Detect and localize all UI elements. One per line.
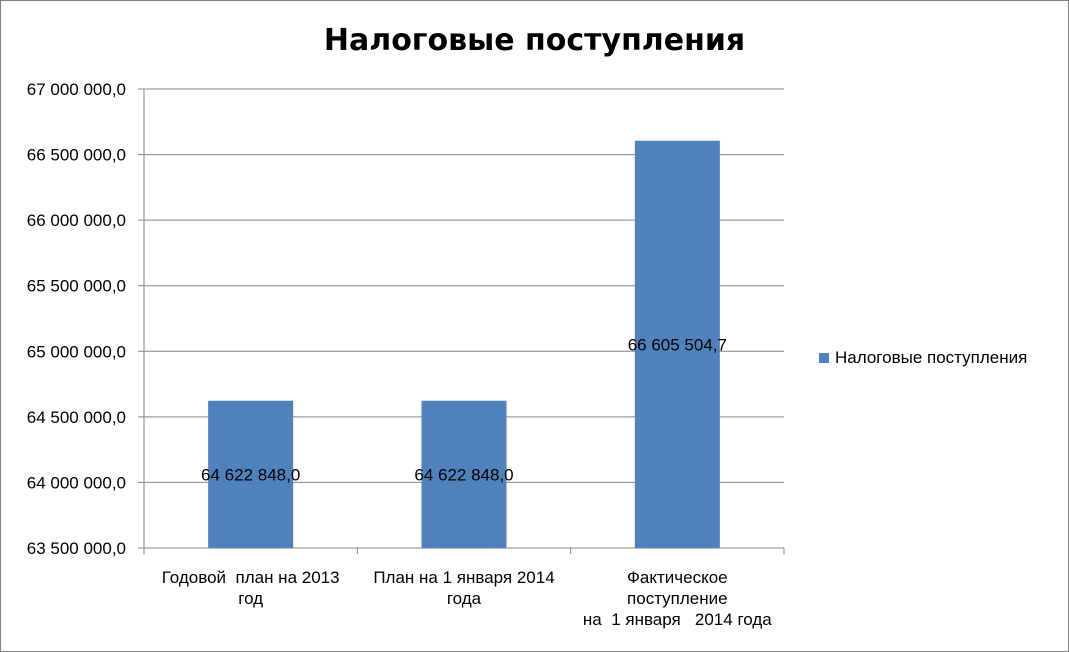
y-tick-label: 65 500 000,0 bbox=[27, 277, 126, 296]
y-tick-label: 66 000 000,0 bbox=[27, 211, 126, 230]
y-tick-label: 67 000 000,0 bbox=[27, 80, 126, 99]
bar bbox=[634, 140, 720, 549]
x-tick-label: План на 1 января 2014 bbox=[373, 568, 554, 587]
data-label: 66 605 504,7 bbox=[628, 335, 727, 354]
data-label: 64 622 848,0 bbox=[201, 465, 300, 484]
data-label: 64 622 848,0 bbox=[414, 465, 513, 484]
legend-label: Налоговые поступления bbox=[835, 348, 1028, 367]
y-tick-label: 64 000 000,0 bbox=[27, 473, 126, 492]
x-tick-label: на 1 января 2014 года bbox=[583, 610, 772, 629]
y-tick-label: 66 500 000,0 bbox=[27, 146, 126, 165]
x-tick-label: года bbox=[447, 589, 482, 608]
legend-swatch bbox=[819, 353, 829, 363]
x-tick-label: Фактическое bbox=[627, 568, 728, 587]
x-tick-label: год bbox=[238, 589, 263, 608]
y-tick-label: 65 000 000,0 bbox=[27, 342, 126, 361]
x-tick-label: Годовой план на 2013 bbox=[162, 568, 340, 587]
x-tick-label: поступление bbox=[627, 589, 728, 608]
y-tick-label: 63 500 000,0 bbox=[27, 539, 126, 558]
y-tick-label: 64 500 000,0 bbox=[27, 408, 126, 427]
bar bbox=[208, 400, 294, 548]
chart-title: Налоговые поступления bbox=[323, 23, 746, 58]
bar bbox=[421, 400, 507, 548]
legend: Налоговые поступления bbox=[819, 348, 1027, 368]
